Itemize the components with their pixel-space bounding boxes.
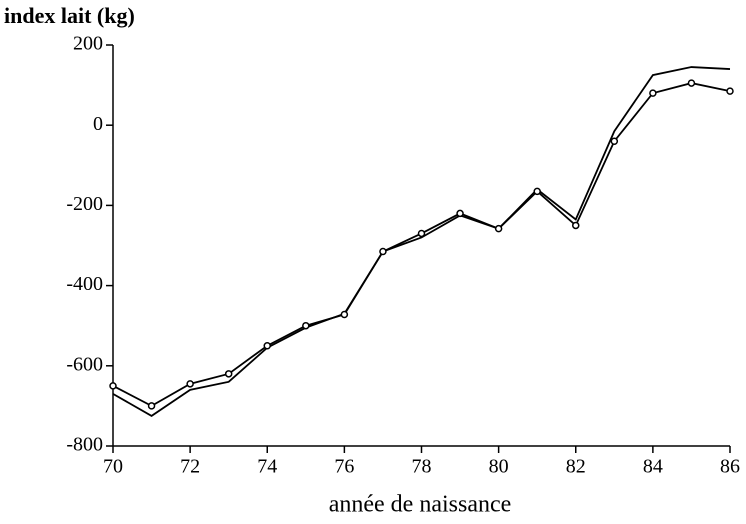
- x-tick-label: 80: [489, 456, 509, 478]
- x-tick-label: 84: [643, 456, 663, 478]
- point: [456, 209, 464, 218]
- y-tick-label: 200: [73, 33, 103, 55]
- point: [610, 137, 619, 145]
- chart-title: index lait (kg): [4, 3, 135, 28]
- x-tick-label: 70: [103, 456, 123, 478]
- point: [417, 229, 426, 238]
- point: [186, 380, 194, 388]
- x-tick-label: 78: [412, 456, 432, 478]
- point: [147, 402, 156, 410]
- point: [533, 187, 541, 196]
- point: [572, 221, 580, 230]
- point: [340, 310, 349, 319]
- point: [687, 79, 696, 87]
- x-axis-label: année de naissance: [329, 492, 512, 518]
- y-tick-label: -400: [66, 273, 103, 295]
- point: [224, 370, 233, 378]
- series-line: [112, 82, 731, 407]
- x-tick-label: 72: [180, 456, 200, 478]
- point: [379, 247, 387, 256]
- point: [302, 321, 310, 330]
- x-tick-label: 82: [566, 456, 586, 478]
- series-line: [112, 66, 731, 417]
- y-tick-label: -200: [66, 193, 103, 215]
- point: [726, 87, 734, 95]
- point: [263, 342, 271, 350]
- y-tick-label: -600: [66, 353, 103, 375]
- point: [649, 89, 657, 97]
- point: [109, 382, 117, 390]
- y-tick-label: -800: [66, 434, 103, 456]
- x-tick-label: 76: [334, 456, 354, 478]
- x-tick-label: 74: [257, 456, 277, 478]
- y-tick-label: 0: [93, 113, 103, 135]
- x-tick-label: 86: [720, 456, 740, 478]
- point: [494, 224, 503, 233]
